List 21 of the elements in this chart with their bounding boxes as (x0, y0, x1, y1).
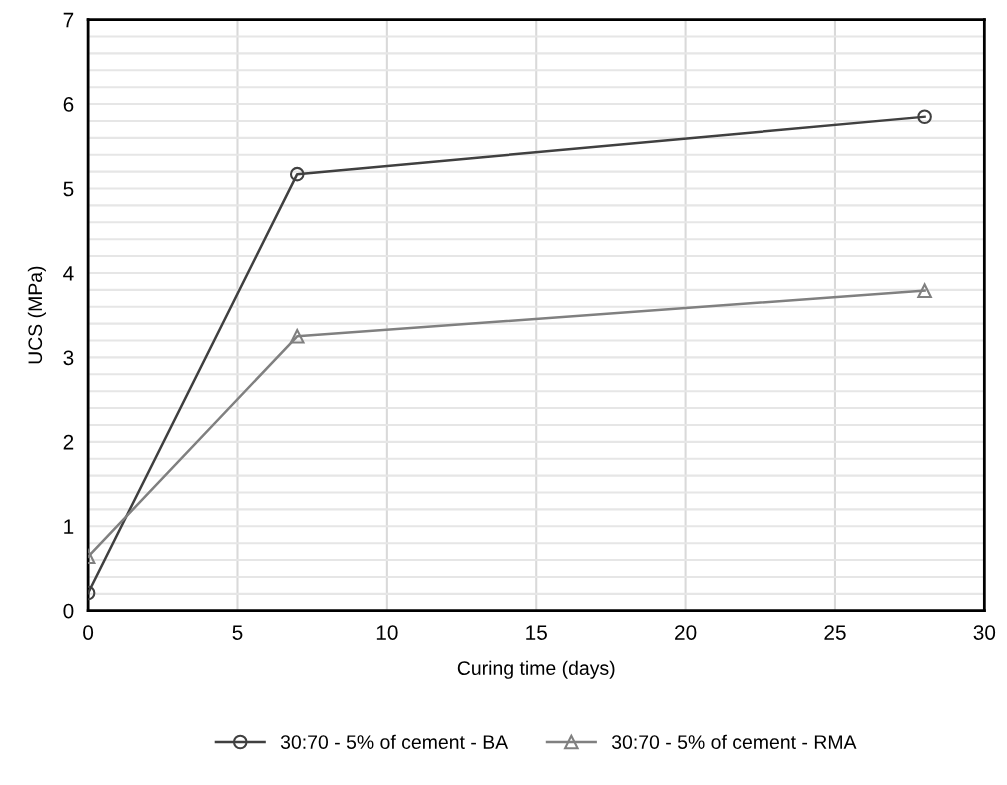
x-tick-label: 30 (973, 625, 996, 640)
point (917, 283, 932, 298)
y-tick-label: 1 (64, 519, 74, 534)
x-tick-label: 10 (376, 625, 398, 640)
y-axis-title: UCS (MPa) (27, 266, 46, 364)
y-tick-label: 3 (63, 350, 74, 366)
legend-label: 30:70 - 5% of cement - BA (280, 734, 509, 749)
x-tick-label: 25 (824, 625, 846, 640)
y-tick-label: 5 (63, 181, 74, 197)
y-tick-label: 0 (63, 603, 74, 619)
x-tick-label: 15 (526, 625, 547, 640)
x-tick-label: 0 (83, 625, 94, 640)
x-axis-title: Curing time (days) (457, 660, 615, 679)
y-tick-label: 2 (63, 434, 74, 450)
y-tick-label: 4 (63, 266, 74, 281)
x-tick-label: 5 (232, 625, 243, 640)
y-tick-label: 7 (63, 12, 74, 28)
x-tick-label: 20 (675, 625, 697, 640)
legend-label: 30:70 - 5% of cement - RMA (611, 734, 857, 749)
point (917, 109, 932, 125)
y-tick-label: 6 (63, 97, 74, 112)
